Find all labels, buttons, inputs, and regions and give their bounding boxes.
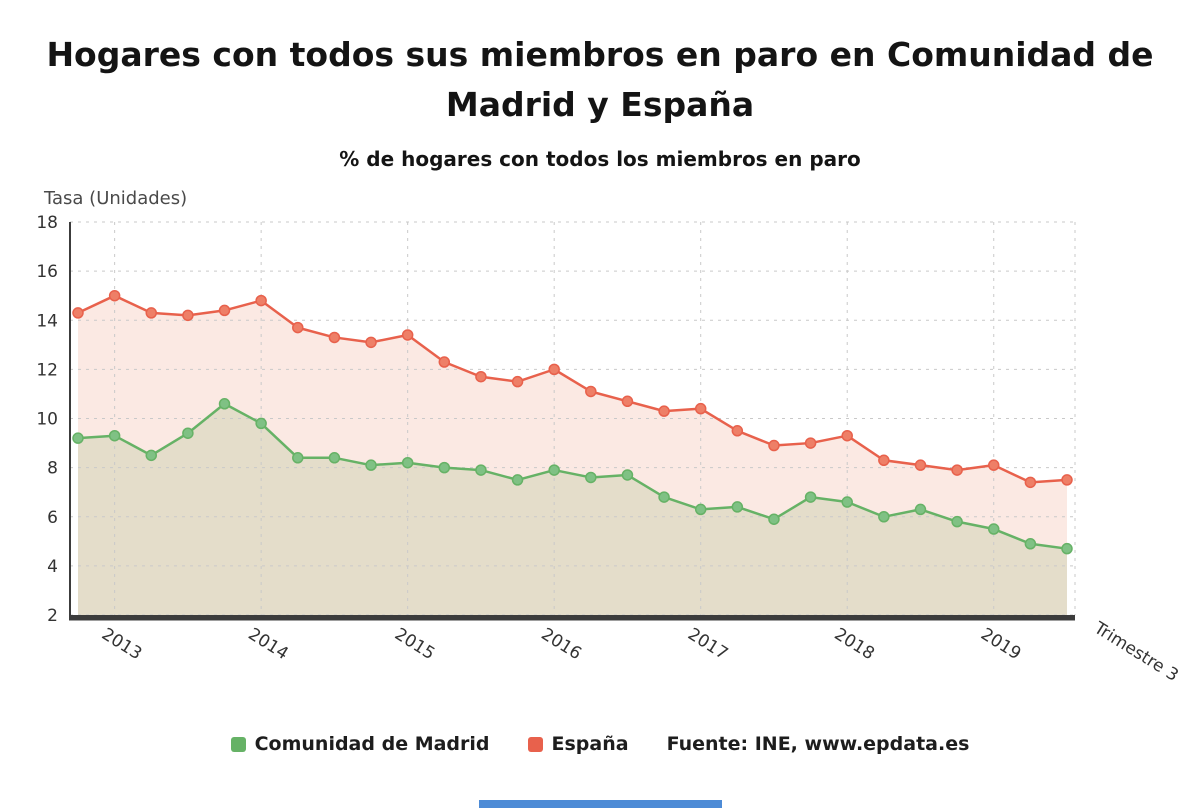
- data-point-madrid-2016T4[interactable]: [658, 491, 670, 503]
- bottom-accent-bar: [479, 800, 722, 808]
- data-point-espana-2017T4[interactable]: [804, 437, 817, 449]
- x-tick-label-2018: 2018: [831, 624, 878, 664]
- legend-swatch-madrid-icon: [230, 736, 246, 752]
- data-point-madrid-2015T1[interactable]: [401, 456, 414, 469]
- data-point-espana-2015T2[interactable]: [438, 356, 451, 368]
- data-point-espana-2013T4[interactable]: [218, 304, 231, 317]
- data-point-espana-2015T1[interactable]: [401, 329, 414, 341]
- data-point-madrid-2015T2[interactable]: [438, 461, 451, 474]
- data-point-madrid-2013T2[interactable]: [145, 449, 158, 462]
- data-point-madrid-2013T4[interactable]: [218, 398, 231, 410]
- legend-label-madrid: Comunidad de Madrid: [254, 733, 490, 755]
- data-point-espana-2016T4[interactable]: [658, 405, 670, 417]
- data-point-espana-2013T1[interactable]: [108, 289, 121, 302]
- data-point-espana-2014T1[interactable]: [255, 294, 267, 307]
- x-tick-label-2019: 2019: [977, 624, 1024, 664]
- data-point-espana-2016T1[interactable]: [548, 363, 560, 376]
- data-point-madrid-2018T4[interactable]: [951, 515, 963, 528]
- y-tick-label: 6: [47, 508, 58, 528]
- data-point-madrid-2019T1[interactable]: [987, 523, 1000, 535]
- chart-subtitle: % de hogares con todos los miembros en p…: [339, 147, 861, 171]
- gridlines: [70, 221, 1076, 616]
- y-tick-label: 2: [47, 606, 58, 626]
- chart-title: Hogares con todos sus miembros en paro e…: [0, 30, 1200, 129]
- x-tick-label-2016: 2016: [538, 624, 585, 664]
- data-point-madrid-2014T3[interactable]: [328, 452, 341, 464]
- data-point-espana-2013T3[interactable]: [182, 309, 194, 322]
- data-point-espana-2017T2[interactable]: [731, 425, 744, 437]
- series-line-espana: [77, 294, 1068, 484]
- data-point-madrid-2014T4[interactable]: [365, 459, 377, 471]
- data-point-madrid-2013T1[interactable]: [108, 429, 121, 442]
- data-point-espana-2014T3[interactable]: [328, 331, 341, 344]
- data-point-madrid-2017T2[interactable]: [731, 501, 744, 513]
- data-point-espana-2016T2[interactable]: [585, 385, 597, 398]
- data-point-madrid-2012T4[interactable]: [72, 432, 84, 444]
- data-point-espana-2016T3[interactable]: [621, 395, 634, 408]
- source-text: Fuente: INE, www.epdata.es: [666, 733, 970, 755]
- data-point-espana-2019T3[interactable]: [1061, 474, 1073, 486]
- y-tick-label: 4: [47, 557, 58, 577]
- data-point-madrid-2017T1[interactable]: [694, 503, 707, 516]
- data-point-madrid-2018T2[interactable]: [878, 511, 890, 523]
- x-axis-title: Trimestre 3: [1090, 618, 1182, 686]
- y-tick-label: 14: [36, 311, 58, 331]
- data-point-madrid-2013T3[interactable]: [182, 427, 194, 439]
- chart-title-line-1: Hogares con todos sus miembros en paro e…: [46, 35, 1154, 74]
- data-point-espana-2015T3[interactable]: [475, 370, 487, 383]
- y-tick-label: 10: [36, 410, 58, 430]
- data-point-madrid-2016T2[interactable]: [585, 471, 597, 484]
- legend-item-madrid[interactable]: Comunidad de Madrid: [230, 733, 490, 755]
- data-point-espana-2015T4[interactable]: [511, 375, 524, 388]
- data-point-espana-2018T2[interactable]: [878, 454, 890, 467]
- data-point-madrid-2014T2[interactable]: [292, 452, 304, 464]
- data-point-madrid-2018T3[interactable]: [914, 503, 927, 516]
- data-point-madrid-2019T2[interactable]: [1024, 538, 1037, 550]
- x-tick-label-2017: 2017: [684, 624, 731, 664]
- y-tick-label: 8: [47, 459, 58, 479]
- data-point-madrid-2015T4[interactable]: [511, 474, 524, 486]
- data-point-madrid-2017T3[interactable]: [768, 513, 780, 525]
- x-tick-label-2015: 2015: [391, 624, 438, 664]
- x-axis-line: [70, 615, 1075, 621]
- data-point-madrid-2018T1[interactable]: [841, 496, 853, 508]
- data-point-espana-2019T1[interactable]: [987, 459, 1000, 471]
- data-point-espana-2018T1[interactable]: [841, 429, 853, 442]
- chart-title-line-2: Madrid y España: [445, 84, 755, 124]
- data-point-madrid-2014T1[interactable]: [255, 417, 267, 430]
- data-point-madrid-2015T3[interactable]: [475, 464, 487, 476]
- data-point-madrid-2019T3[interactable]: [1061, 542, 1073, 555]
- y-tick-label: 18: [36, 213, 58, 233]
- series-line-madrid: [77, 402, 1068, 550]
- data-point-madrid-2016T3[interactable]: [621, 469, 634, 481]
- legend-item-espana[interactable]: España: [527, 733, 629, 755]
- data-point-espana-2018T4[interactable]: [951, 464, 963, 476]
- data-point-espana-2012T4[interactable]: [72, 307, 84, 319]
- y-axis-title: Tasa (Unidades): [44, 188, 188, 209]
- data-point-madrid-2016T1[interactable]: [548, 464, 560, 476]
- data-point-espana-2013T2[interactable]: [145, 307, 158, 319]
- legend-swatch-espana-icon: [527, 736, 543, 752]
- data-point-espana-2017T1[interactable]: [694, 402, 707, 415]
- legend: Comunidad de Madrid España Fuente: INE, …: [0, 733, 1200, 755]
- data-point-espana-2014T4[interactable]: [365, 336, 377, 349]
- data-point-espana-2014T2[interactable]: [292, 321, 304, 334]
- area-madrid: [78, 403, 1067, 615]
- data-point-espana-2017T3[interactable]: [768, 439, 780, 452]
- y-tick-label: 16: [36, 262, 58, 282]
- legend-label-espana: España: [551, 733, 629, 755]
- data-point-madrid-2017T4[interactable]: [804, 491, 817, 503]
- line-chart: 2 4 6 8 10 12 14 16 18 2013 2014 2015 2016 2017 2018 20…: [36, 213, 1182, 686]
- data-point-espana-2018T3[interactable]: [914, 459, 927, 471]
- x-tick-label-2014: 2014: [244, 624, 291, 664]
- x-tick-label-2013: 2013: [98, 624, 145, 664]
- data-point-espana-2019T2[interactable]: [1024, 476, 1037, 489]
- y-tick-label: 12: [36, 360, 58, 380]
